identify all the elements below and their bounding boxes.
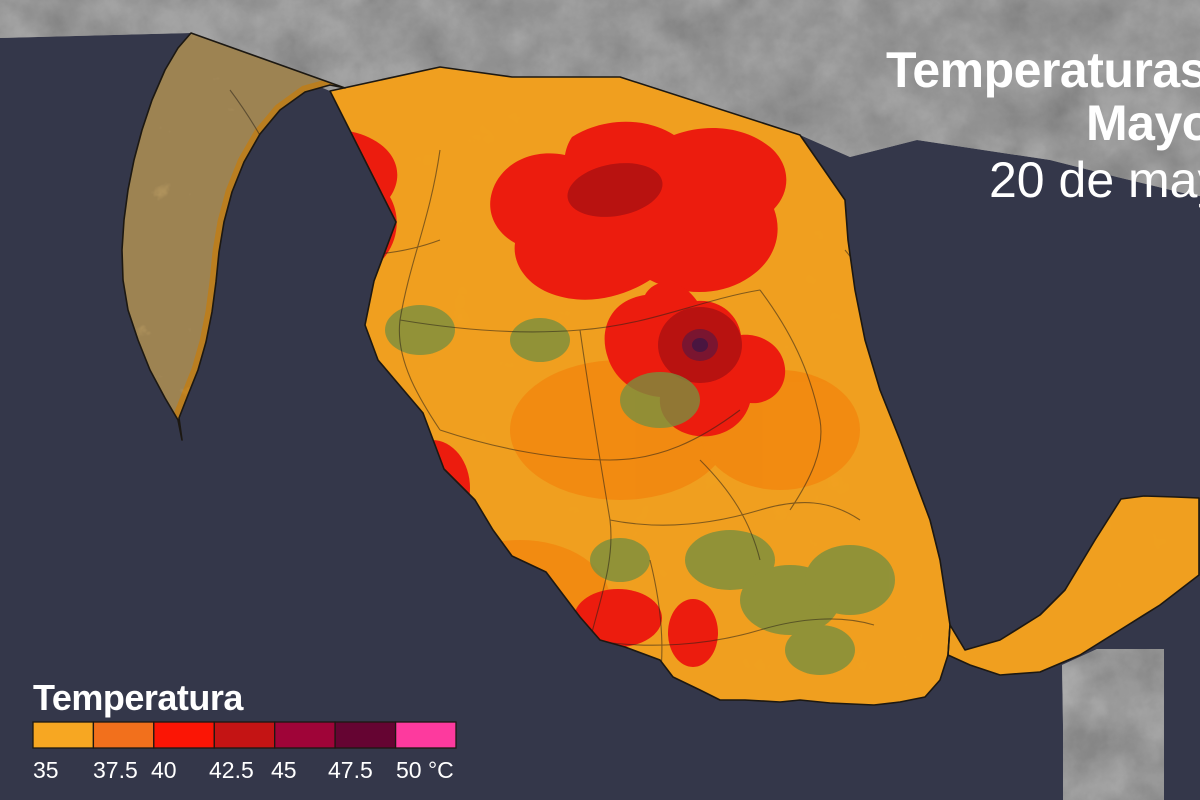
svg-text:47.5: 47.5 (328, 757, 373, 783)
svg-text:40: 40 (151, 757, 177, 783)
svg-text:45: 45 (271, 757, 297, 783)
svg-text:35: 35 (33, 757, 59, 783)
svg-text:37.5: 37.5 (93, 757, 138, 783)
svg-text:42.5: 42.5 (209, 757, 254, 783)
svg-text:Temperaturas: Temperaturas (886, 42, 1200, 98)
svg-text:Temperatura: Temperatura (33, 677, 244, 718)
svg-text:20 de mayo: 20 de mayo (989, 152, 1200, 208)
svg-text:Mayo: Mayo (1086, 95, 1200, 151)
svg-text:50 °C: 50 °C (396, 757, 454, 783)
